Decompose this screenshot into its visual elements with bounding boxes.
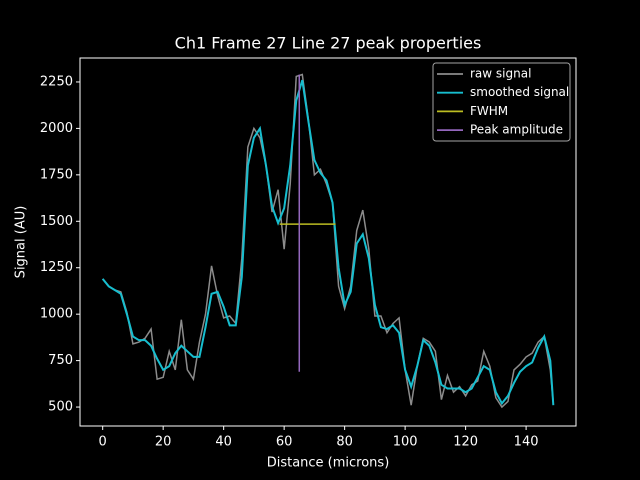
- legend-label: FWHM: [470, 104, 508, 118]
- x-tick-label: 60: [276, 435, 293, 450]
- legend-label: Peak amplitude: [470, 123, 563, 137]
- x-tick-label: 0: [99, 435, 107, 450]
- legend-label: raw signal: [470, 67, 531, 81]
- x-tick-label: 40: [215, 435, 232, 450]
- y-tick-label: 500: [48, 400, 73, 415]
- x-tick-label: 80: [336, 435, 353, 450]
- y-tick-label: 2000: [40, 121, 73, 136]
- x-tick-label: 120: [453, 435, 478, 450]
- y-tick-label: 1000: [40, 307, 73, 322]
- x-tick-label: 140: [514, 435, 539, 450]
- y-tick-label: 1750: [40, 167, 73, 182]
- legend-label: smoothed signal: [470, 85, 569, 99]
- y-tick-label: 750: [48, 353, 73, 368]
- y-tick-label: 1250: [40, 260, 73, 275]
- y-axis-label: Signal (AU): [14, 206, 29, 279]
- plot-frame: [79, 57, 577, 427]
- chart-title: Ch1 Frame 27 Line 27 peak properties: [175, 34, 482, 53]
- legend-box: [432, 62, 571, 142]
- y-tick-label: 1500: [40, 214, 73, 229]
- x-tick-label: 20: [155, 435, 172, 450]
- y-tick-label: 2250: [40, 74, 73, 89]
- series-line: [101, 79, 555, 406]
- x-axis-label: Distance (microns): [267, 456, 390, 471]
- x-tick-label: 100: [393, 435, 418, 450]
